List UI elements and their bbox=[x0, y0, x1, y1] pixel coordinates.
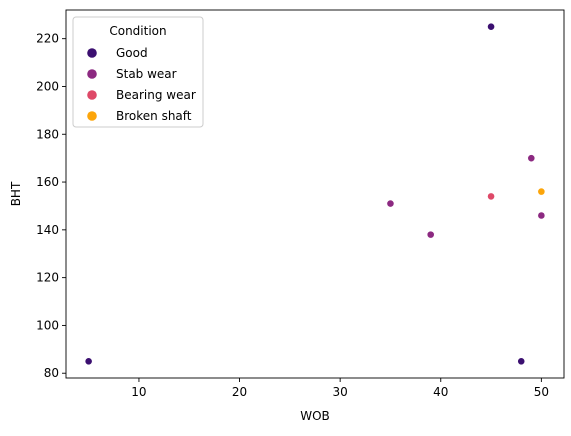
x-tick-label: 20 bbox=[232, 385, 247, 399]
y-tick-label: 100 bbox=[36, 318, 59, 332]
y-axis-ticks: 80 100 120 140 160 180 200 220 bbox=[36, 32, 66, 380]
data-point bbox=[537, 187, 546, 196]
legend-marker bbox=[87, 69, 97, 79]
legend-entries: Good Stab wear Bearing wear Broken shaft bbox=[87, 46, 196, 123]
data-point bbox=[426, 230, 435, 239]
y-tick-label: 140 bbox=[36, 223, 59, 237]
x-tick-label: 10 bbox=[131, 385, 146, 399]
legend-label: Good bbox=[116, 46, 148, 60]
legend: Condition Good Stab wear Bearing wear Broke… bbox=[72, 16, 204, 128]
x-tick-label: 50 bbox=[534, 385, 549, 399]
data-point bbox=[487, 22, 495, 31]
legend-marker bbox=[87, 48, 97, 58]
x-axis-label: WOB bbox=[300, 409, 330, 423]
y-tick-label: 120 bbox=[36, 271, 59, 285]
y-tick-label: 200 bbox=[36, 79, 59, 93]
y-tick-label: 160 bbox=[36, 175, 59, 189]
legend-marker bbox=[87, 111, 97, 121]
data-point bbox=[487, 192, 495, 201]
axes-frame bbox=[65, 9, 565, 379]
x-tick-label: 40 bbox=[433, 385, 448, 399]
y-axis-label: BHT bbox=[9, 181, 23, 206]
legend-label: Bearing wear bbox=[116, 88, 196, 102]
data-point bbox=[517, 357, 526, 366]
legend-marker bbox=[87, 90, 97, 100]
legend-label: Broken shaft bbox=[116, 109, 192, 123]
x-tick-label: 30 bbox=[333, 385, 348, 399]
x-axis-ticks: 10 20 30 40 50 bbox=[131, 378, 549, 399]
plot-area bbox=[65, 9, 565, 379]
y-tick-label: 180 bbox=[36, 127, 59, 141]
data-point bbox=[527, 154, 536, 163]
legend-title: Condition bbox=[109, 24, 166, 38]
data-point bbox=[84, 357, 93, 366]
legend-box bbox=[72, 16, 204, 128]
y-tick-label: 80 bbox=[44, 366, 59, 380]
data-point bbox=[537, 211, 546, 220]
legend-label: Stab wear bbox=[116, 67, 177, 81]
data-point bbox=[386, 199, 395, 208]
y-tick-label: 220 bbox=[36, 32, 59, 46]
